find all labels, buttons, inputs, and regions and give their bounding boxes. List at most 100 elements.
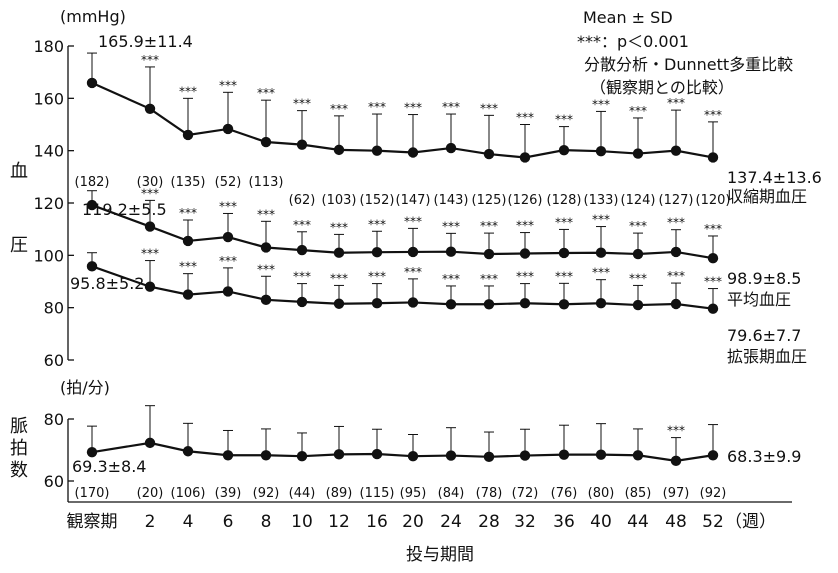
x-tick-label: 24 [440, 512, 462, 532]
dbp-significance: *** [219, 254, 237, 268]
pulse-significance: *** [667, 424, 685, 438]
mbp-significance: *** [179, 206, 197, 220]
mbp-significance: *** [667, 216, 685, 230]
sbp-point [86, 77, 98, 89]
mbp-point [260, 242, 272, 253]
sbp-significance: *** [555, 113, 573, 127]
mbp-point [670, 246, 682, 258]
pulse-n-label: (72) [512, 486, 539, 501]
x-tick-label: 44 [627, 512, 649, 532]
mbp-significance: *** [442, 219, 460, 233]
mbp-point [333, 247, 345, 258]
bp-y-tick-label: 120 [33, 194, 64, 213]
mbp-point [407, 246, 419, 258]
sbp-n-label: (62) [289, 193, 316, 208]
sbp-n-label: (103) [322, 193, 357, 208]
sbp-n-label: (147) [396, 193, 431, 208]
pr-y-tick-label: 60 [44, 472, 64, 491]
x-tick-label: 16 [366, 512, 388, 532]
mbp-point [558, 247, 570, 259]
sbp-significance: *** [257, 86, 275, 100]
dbp-significance: *** [404, 265, 422, 279]
dbp-point [707, 303, 719, 314]
x-tick-label: 52 [702, 512, 724, 532]
pulse-n-label: (97) [663, 486, 690, 501]
mbp-significance: *** [480, 219, 498, 233]
x-unit-suffix: （週） [725, 512, 776, 532]
sbp-end-value: 137.4±13.6 [727, 168, 822, 187]
mbp-significance: *** [293, 218, 311, 232]
dbp-point [445, 299, 457, 310]
bp-axis-title-char-1: 血 [10, 161, 28, 182]
pr-axis-title-char-1: 脈 [10, 416, 28, 437]
dbp-point [407, 297, 419, 308]
sbp-significance: *** [404, 101, 422, 115]
pulse-n-label: (106) [171, 486, 206, 501]
sbp-point [595, 145, 607, 157]
x-tick-label: 32 [514, 512, 536, 532]
sbp-significance: *** [219, 78, 237, 92]
mbp-significance: *** [516, 219, 534, 233]
mbp-point [144, 221, 156, 232]
pulse-n-label: (44) [289, 486, 316, 501]
sbp-point [260, 136, 272, 148]
sbp-significance: *** [704, 108, 722, 122]
sbp-n-label: (120) [696, 193, 731, 208]
bp-axis-title-char-2: 圧 [10, 235, 28, 256]
pulse-point [144, 437, 156, 449]
x-tick-label: 6 [223, 512, 234, 532]
sbp-end-name: 収縮期血圧 [727, 187, 807, 206]
bp-y-tick-label: 140 [33, 142, 64, 161]
pulse-start-label: 69.3±8.4 [72, 457, 146, 476]
pulse-end-value: 68.3±9.9 [727, 447, 801, 466]
x-tick-label: 12 [328, 512, 350, 532]
mbp-point [595, 247, 607, 258]
pulse-n-label: (92) [700, 486, 727, 501]
mbp-significance: *** [219, 199, 237, 213]
pulse-n-label: (78) [476, 486, 503, 501]
sbp-point [483, 148, 495, 160]
x-tick-label: 観察期 [67, 512, 118, 532]
pulse-point [260, 450, 272, 461]
dbp-significance: *** [629, 271, 647, 285]
bp-y-tick-label: 100 [33, 246, 64, 265]
dbp-point [260, 294, 272, 306]
dbp-significance: *** [480, 272, 498, 286]
sbp-point [632, 148, 644, 159]
sbp-n-label: (52) [215, 175, 242, 190]
sbp-significance: *** [667, 96, 685, 110]
mbp-point [707, 253, 719, 264]
sbp-point [371, 145, 383, 156]
pulse-n-label: (20) [137, 486, 164, 501]
dbp-point [558, 299, 570, 310]
legend-note-comparison: （観察期との比較） [590, 78, 734, 97]
pulse-point [333, 449, 345, 460]
legend-note-mean-sd: Mean ± SD [583, 8, 673, 27]
sbp-n-label: (126) [508, 193, 543, 208]
dbp-point [483, 299, 495, 310]
pr-axis-title-char-2: 拍 [10, 438, 28, 459]
pulse-point [407, 451, 419, 462]
sbp-point [670, 145, 682, 156]
sbp-n-label: (125) [472, 193, 507, 208]
mbp-point [632, 248, 644, 260]
pulse-point [670, 455, 682, 467]
mbp-start-label: 119.2±5.5 [82, 200, 167, 219]
sbp-point [222, 123, 234, 135]
mbp-point [483, 248, 495, 260]
dbp-significance: *** [704, 275, 722, 289]
sbp-point [558, 144, 570, 156]
dbp-significance: *** [555, 269, 573, 283]
x-tick-label: 36 [553, 512, 575, 532]
mbp-significance: *** [404, 214, 422, 228]
x-axis-title: 投与期間 [406, 545, 474, 565]
sbp-significance: *** [629, 104, 647, 118]
pulse-point [558, 449, 570, 460]
sbp-n-label: (127) [659, 193, 694, 208]
mbp-significance: *** [592, 213, 610, 227]
dbp-point [519, 298, 531, 309]
x-tick-label: 48 [665, 512, 687, 532]
x-tick-label: 10 [291, 512, 313, 532]
legend-note-significance: ***：p＜0.001 [577, 32, 689, 51]
mbp-end-value: 98.9±8.5 [727, 269, 801, 288]
